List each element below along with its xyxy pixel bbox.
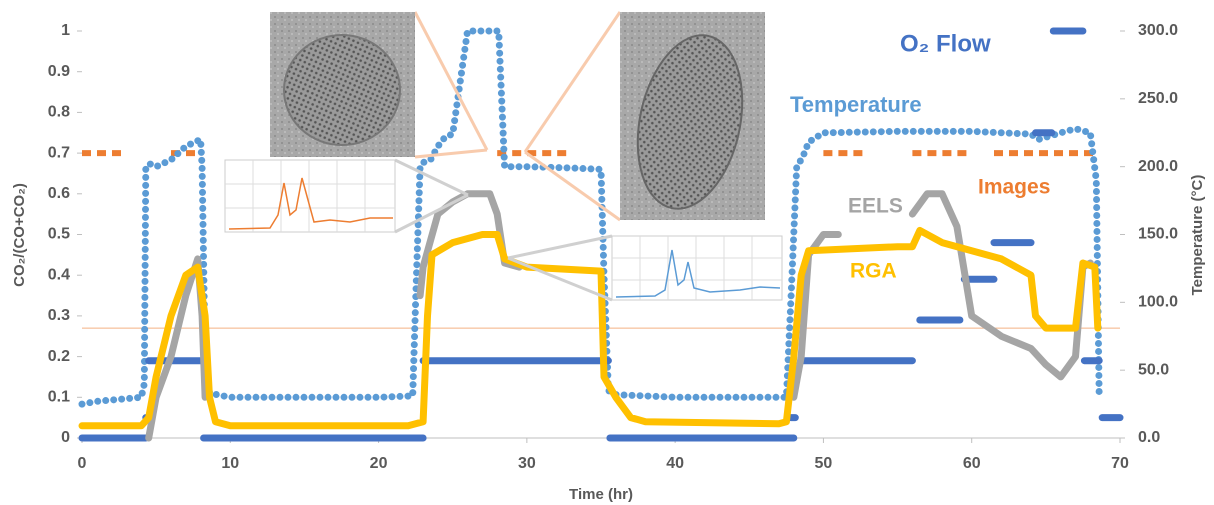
y-tick-label: 0.6 <box>48 185 70 202</box>
y2-axis-label: Temperature (°C) <box>1189 175 1206 296</box>
series-label: Temperature <box>790 92 922 117</box>
x-tick-label: 0 <box>78 455 87 472</box>
connector <box>414 148 488 159</box>
connector <box>394 158 469 197</box>
connector <box>394 193 469 234</box>
spectrum-inset <box>224 159 396 233</box>
labels-layer: Time (hr) CO₂/(CO+CO₂) Temperature (°C) <box>11 175 1206 503</box>
x-tick-label: 20 <box>370 455 388 472</box>
y2-tick-label: 150.0 <box>1138 226 1178 243</box>
y-tick-label: 0 <box>61 429 70 446</box>
x-tick-label: 70 <box>1111 455 1129 472</box>
spectrum-inset <box>611 235 783 301</box>
y-tick-label: 0.8 <box>48 104 70 121</box>
series-label: Images <box>978 176 1050 199</box>
y-tick-label: 0.1 <box>48 389 70 406</box>
y2-tick-label: 250.0 <box>1138 90 1178 107</box>
y-tick-label: 0.4 <box>48 266 70 283</box>
series-line <box>78 226 1102 430</box>
x-tick-label: 60 <box>963 455 981 472</box>
y-tick-label: 0.9 <box>48 63 70 80</box>
series-layer: Images Temperature O₂ Flow EELS RGA <box>78 27 1124 442</box>
series-label: O₂ Flow <box>900 30 991 57</box>
x-tick-label: 40 <box>666 455 684 472</box>
y2-tick-label: 200.0 <box>1138 158 1178 175</box>
y-tick-label: 0.2 <box>48 348 70 365</box>
connector <box>507 256 613 302</box>
connector <box>524 150 621 222</box>
y-axis-label: CO₂/(CO+CO₂) <box>11 183 28 287</box>
y-tick-label: 0.3 <box>48 307 70 324</box>
x-tick-label: 30 <box>518 455 536 472</box>
x-axis-label: Time (hr) <box>569 486 633 503</box>
axes-layer: 0 10 20 30 40 50 60 70 0 0.1 0.2 0.3 0.4 0.5 0.6 0.7 0.8… <box>48 22 1178 472</box>
connector <box>413 11 489 151</box>
y-tick-label: 0.7 <box>48 144 70 161</box>
y-tick-label: 1 <box>61 22 70 39</box>
series-label: EELS <box>848 195 903 218</box>
connector <box>523 11 622 153</box>
series-label: RGA <box>850 260 897 283</box>
y2-tick-label: 300.0 <box>1138 22 1178 39</box>
tem-image <box>270 12 415 157</box>
y2-tick-label: 0.0 <box>1138 429 1160 446</box>
y-tick-label: 0.5 <box>48 226 70 243</box>
connector <box>507 234 613 260</box>
insets <box>224 11 783 302</box>
series-line <box>78 27 1103 408</box>
x-tick-label: 10 <box>221 455 239 472</box>
tem-image <box>620 12 765 220</box>
y2-tick-label: 50.0 <box>1138 361 1169 378</box>
x-tick-label: 50 <box>815 455 833 472</box>
y2-tick-label: 100.0 <box>1138 294 1178 311</box>
